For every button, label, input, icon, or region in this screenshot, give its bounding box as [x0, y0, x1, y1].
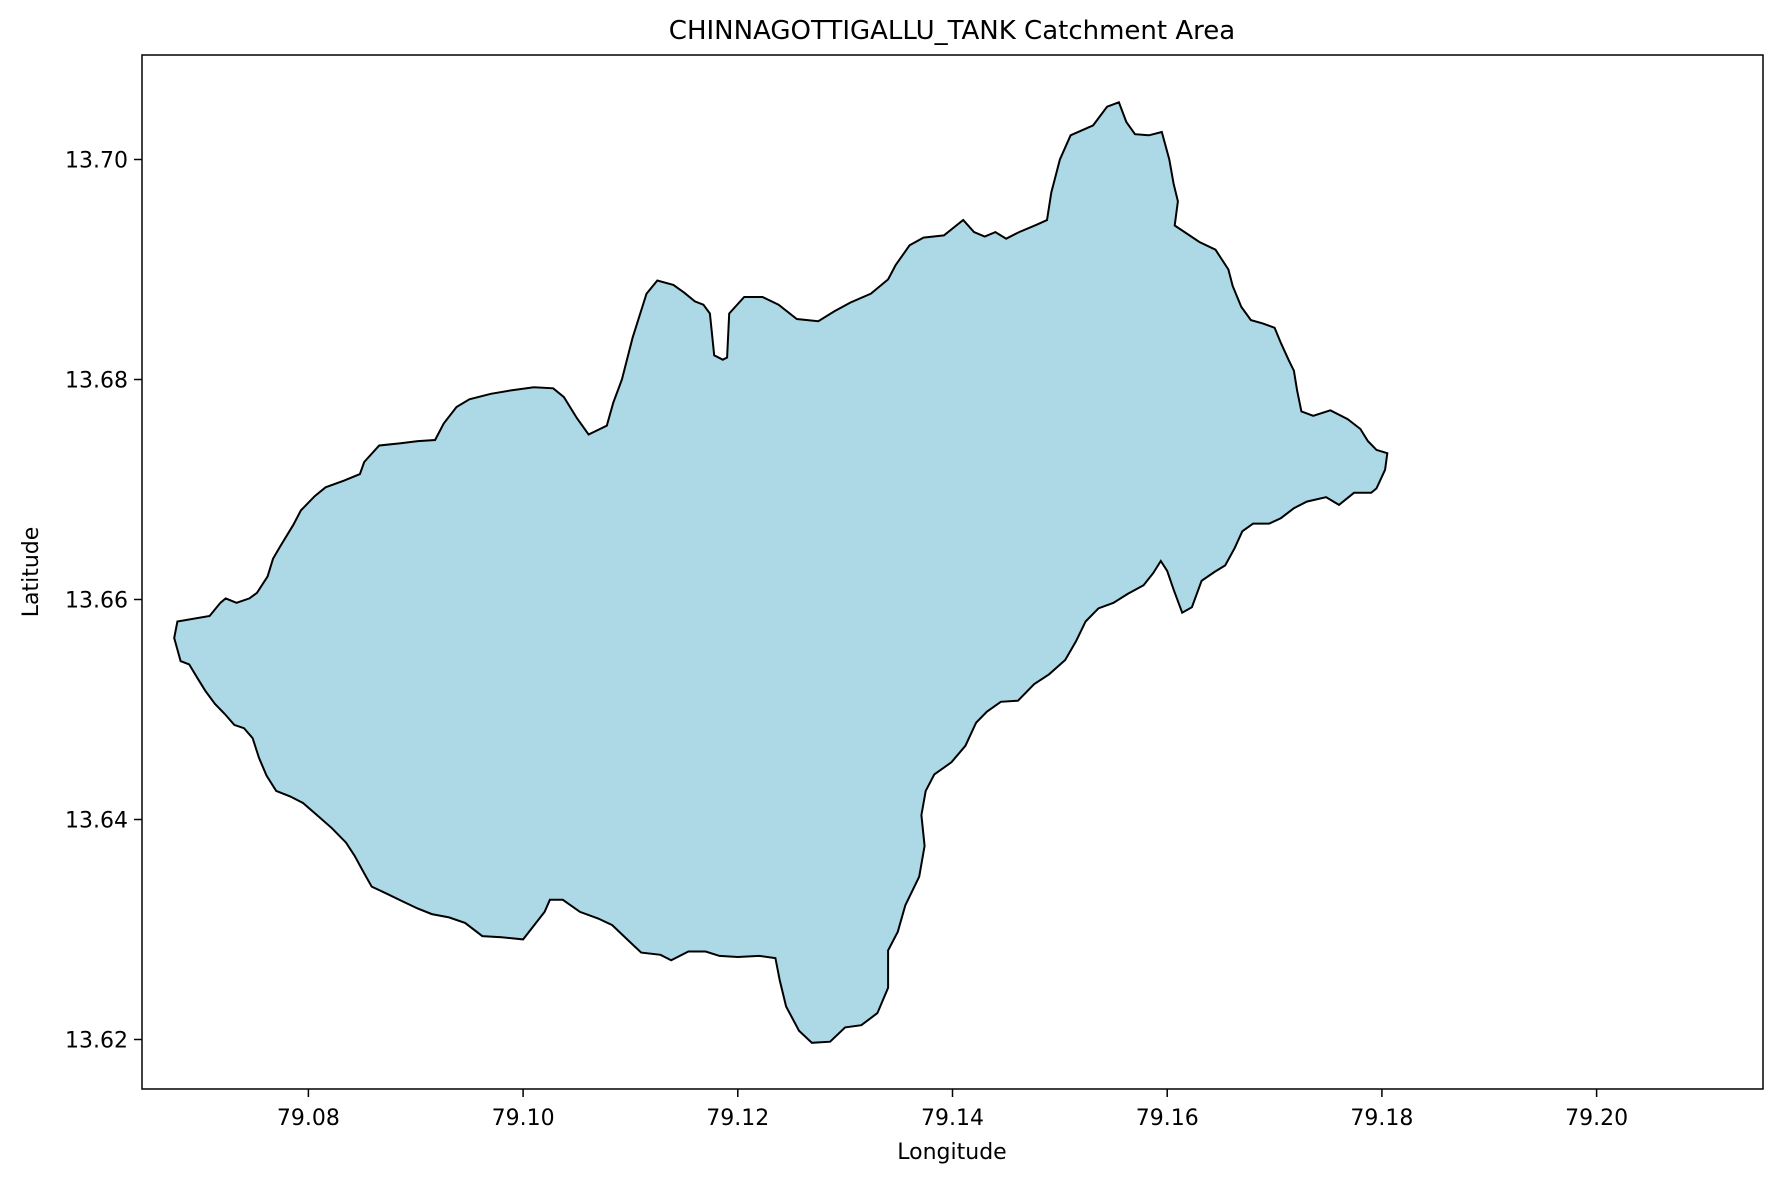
y-tick-label: 13.64 — [65, 809, 128, 834]
x-axis: 79.08 79.10 79.12 79.14 79.16 79.18 79.20 — [277, 1089, 1628, 1131]
y-tick-label: 13.62 — [65, 1029, 128, 1054]
catchment-polygon — [173, 101, 1389, 1044]
y-tick-label: 13.70 — [65, 149, 128, 174]
x-tick-label: 79.16 — [1136, 1106, 1199, 1131]
y-axis-label: Latitude — [19, 527, 44, 618]
y-tick-label: 13.68 — [65, 369, 128, 394]
x-tick-label: 79.10 — [492, 1106, 555, 1131]
x-axis-label: Longitude — [897, 1140, 1006, 1165]
x-tick-label: 79.12 — [706, 1106, 769, 1131]
catchment-layer — [173, 101, 1389, 1044]
y-axis: 13.62 13.64 13.66 13.68 13.70 — [65, 149, 142, 1054]
chart-title: CHINNAGOTTIGALLU_TANK Catchment Area — [669, 16, 1235, 46]
x-tick-label: 79.18 — [1350, 1106, 1413, 1131]
x-tick-label: 79.08 — [277, 1106, 340, 1131]
y-tick-label: 13.66 — [65, 589, 128, 614]
x-tick-label: 79.20 — [1565, 1106, 1628, 1131]
x-tick-label: 79.14 — [921, 1106, 984, 1131]
